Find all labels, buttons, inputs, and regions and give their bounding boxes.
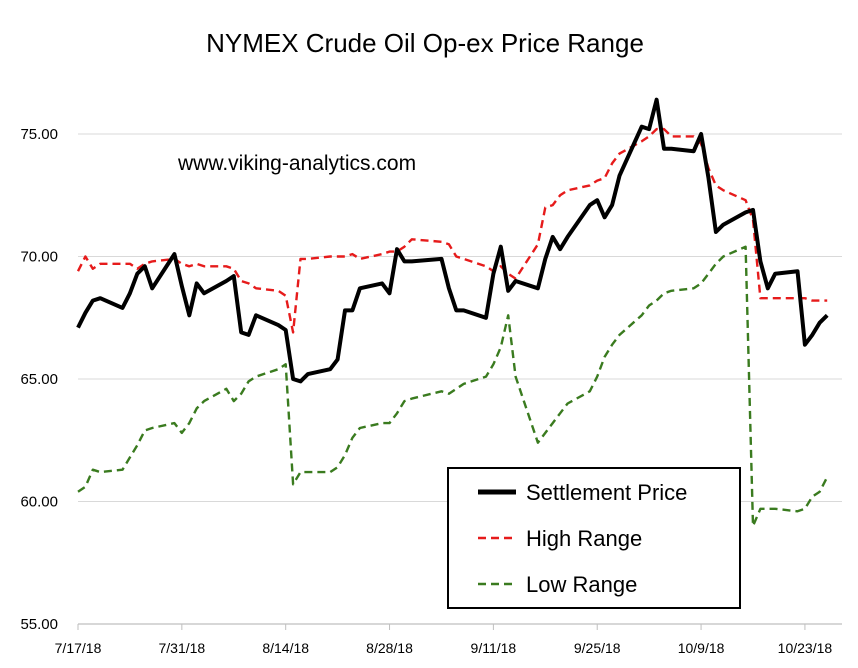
x-tick-label: 8/14/18 bbox=[262, 640, 309, 656]
y-tick-label: 60.00 bbox=[20, 494, 58, 511]
website-annotation: www.viking-analytics.com bbox=[177, 152, 416, 175]
settlement-price-line bbox=[76, 97, 829, 384]
x-tick-label: 7/17/18 bbox=[55, 640, 102, 656]
x-tick-label: 9/25/18 bbox=[574, 640, 621, 656]
y-axis-ticks: 55.00 60.00 65.00 70.00 75.00 bbox=[20, 126, 58, 633]
gridlines bbox=[78, 133, 842, 502]
x-tick-label: 8/28/18 bbox=[366, 640, 413, 656]
chart-title: NYMEX Crude Oil Op-ex Price Range bbox=[206, 28, 644, 58]
y-tick-label: 70.00 bbox=[20, 249, 58, 266]
legend: Settlement Price High Range Low Range bbox=[447, 467, 741, 609]
legend-label-settlement-price: Settlement Price bbox=[526, 480, 687, 505]
x-axis: 7/17/18 7/31/18 8/14/18 8/28/18 9/11/18 9/25/… bbox=[55, 623, 842, 656]
x-tick-label: 7/31/18 bbox=[158, 640, 205, 656]
legend-label-low-range: Low Range bbox=[526, 572, 637, 597]
low-range-line bbox=[77, 245, 829, 528]
y-tick-label: 75.00 bbox=[20, 126, 58, 143]
legend-label-high-range: High Range bbox=[526, 526, 642, 551]
series-lines bbox=[76, 97, 829, 528]
y-tick-label: 65.00 bbox=[20, 371, 58, 388]
x-tick-label: 10/23/18 bbox=[778, 640, 833, 656]
y-tick-label: 55.00 bbox=[20, 616, 58, 633]
x-tick-label: 9/11/18 bbox=[471, 640, 517, 656]
x-tick-label: 10/9/18 bbox=[678, 640, 725, 656]
